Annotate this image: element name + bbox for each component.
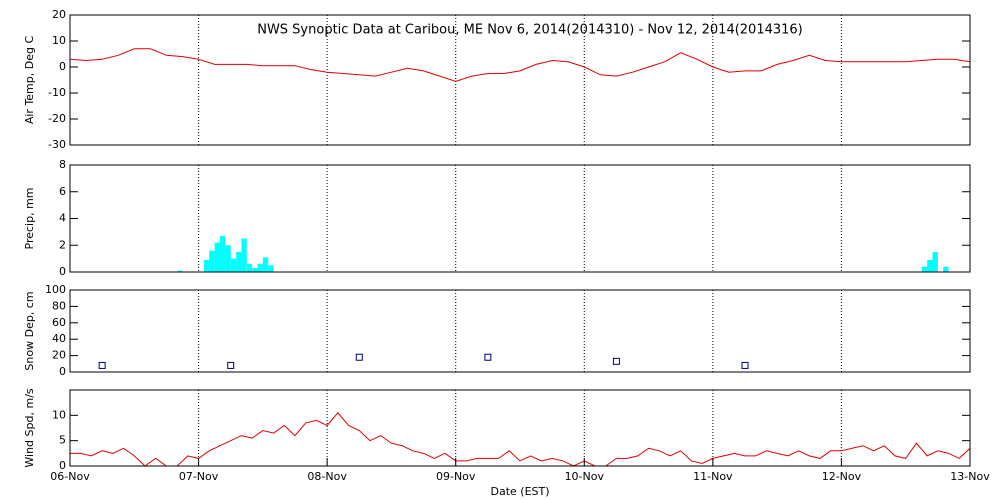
y-tick-label: 5 [59, 434, 66, 447]
bar [943, 266, 949, 272]
y-tick-label: 20 [52, 8, 66, 21]
bar [214, 242, 220, 272]
y-tick-label: -10 [48, 86, 66, 99]
y-tick-label: 60 [52, 316, 66, 329]
x-tick-label: 12-Nov [822, 470, 862, 483]
point [98, 361, 106, 369]
point [612, 357, 620, 365]
y-tick-label: 10 [52, 408, 66, 421]
point [355, 353, 363, 361]
x-tick-label: 06-Nov [50, 470, 90, 483]
x-tick-label: 10-Nov [565, 470, 605, 483]
x-tick-label: 08-Nov [307, 470, 347, 483]
bar [268, 265, 274, 272]
panel-frame [69, 164, 971, 273]
point [484, 353, 492, 361]
chart-title: NWS Synoptic Data at Caribou, ME Nov 6, … [257, 23, 803, 38]
y-tick-label: 10 [52, 34, 66, 47]
bar [921, 266, 928, 272]
y-axis-label: Precip, mm [23, 188, 36, 250]
y-axis-label: Wind Spd, m/s [23, 388, 36, 468]
y-tick-label: 100 [45, 283, 66, 296]
x-tick-label: 07-Nov [179, 470, 219, 483]
y-tick-label: 2 [59, 238, 66, 251]
panel-frame [69, 14, 971, 146]
y-tick-label: 0 [59, 265, 66, 278]
y-tick-label: -30 [48, 138, 66, 151]
bar [177, 270, 183, 272]
y-tick-label: 8 [59, 158, 66, 171]
x-tick-label: 13-Nov [950, 470, 990, 483]
x-axis-label: Date (EST) [490, 485, 549, 498]
bar [236, 251, 242, 272]
panel-frame [69, 289, 971, 373]
point [741, 361, 749, 369]
bar [257, 263, 263, 272]
y-axis-label: Snow Dep, cm [23, 291, 36, 370]
x-tick-label: 09-Nov [436, 470, 476, 483]
y-tick-label: -20 [48, 112, 66, 125]
y-axis-label: Air Temp, Deg C [23, 36, 36, 125]
bar [220, 235, 226, 272]
y-tick-label: 0 [59, 459, 66, 472]
bar [225, 245, 231, 272]
bar [927, 259, 933, 272]
data-line [70, 412, 971, 467]
y-tick-label: 0 [59, 60, 66, 73]
x-tick-label: 11-Nov [693, 470, 733, 483]
bar [262, 257, 269, 272]
point [227, 361, 235, 369]
y-tick-label: 0 [59, 365, 66, 378]
bar [209, 250, 215, 272]
y-tick-label: 80 [52, 299, 66, 312]
bar [230, 258, 237, 272]
bar [246, 263, 253, 272]
bar [932, 251, 938, 272]
panel-frame [69, 389, 971, 467]
y-tick-label: 20 [52, 349, 66, 362]
y-tick-label: 40 [52, 332, 66, 345]
bar [252, 267, 258, 272]
y-tick-label: 6 [59, 185, 66, 198]
y-tick-label: 4 [59, 212, 66, 225]
bar [203, 259, 210, 272]
bar [241, 238, 247, 272]
data-line [69, 48, 971, 82]
